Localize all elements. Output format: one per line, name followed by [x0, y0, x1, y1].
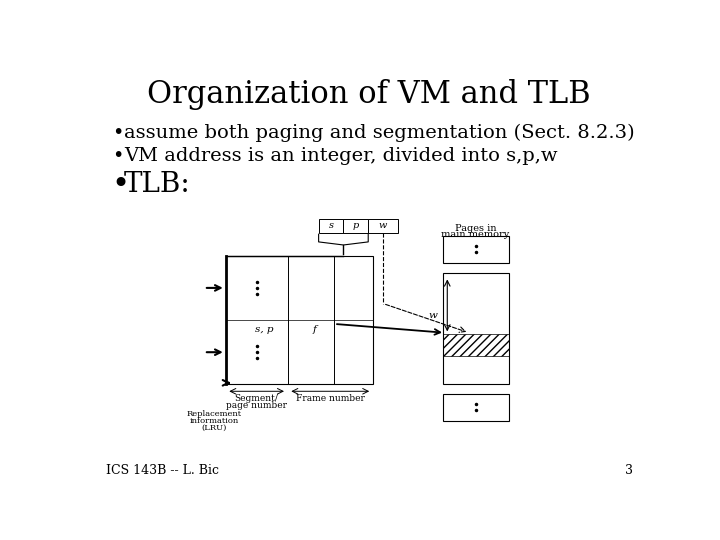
- Text: p: p: [353, 221, 359, 230]
- Text: Frame number: Frame number: [296, 394, 365, 403]
- Text: (LRU): (LRU): [202, 423, 227, 431]
- Bar: [319, 219, 343, 233]
- Text: Segment/: Segment/: [235, 394, 279, 403]
- Text: Organization of VM and TLB: Organization of VM and TLB: [147, 78, 591, 110]
- Text: assume both paging and segmentation (Sect. 8.2.3): assume both paging and segmentation (Sec…: [124, 124, 635, 141]
- Text: ICS 143B -- L. Bic: ICS 143B -- L. Bic: [106, 464, 218, 477]
- Text: w: w: [429, 310, 438, 320]
- Text: s, p: s, p: [255, 325, 274, 334]
- Bar: [368, 219, 397, 233]
- Text: TLB:: TLB:: [124, 171, 191, 198]
- Text: page number: page number: [226, 401, 287, 410]
- Text: w: w: [379, 221, 387, 230]
- Text: •: •: [112, 146, 123, 165]
- Bar: [443, 236, 508, 264]
- Text: Pages in: Pages in: [455, 224, 496, 233]
- Text: •: •: [112, 170, 130, 199]
- Bar: [443, 394, 508, 421]
- Bar: [443, 273, 508, 384]
- Bar: [443, 334, 508, 356]
- Text: VM address is an integer, divided into s,p,w: VM address is an integer, divided into s…: [124, 147, 558, 165]
- Bar: [225, 256, 373, 384]
- Text: Replacement: Replacement: [186, 410, 242, 417]
- Text: •: •: [112, 123, 123, 142]
- Text: f: f: [312, 325, 317, 334]
- Text: main memory: main memory: [441, 230, 510, 239]
- Bar: [343, 219, 368, 233]
- Text: s: s: [328, 221, 333, 230]
- Text: information: information: [189, 416, 238, 424]
- Text: 3: 3: [624, 464, 632, 477]
